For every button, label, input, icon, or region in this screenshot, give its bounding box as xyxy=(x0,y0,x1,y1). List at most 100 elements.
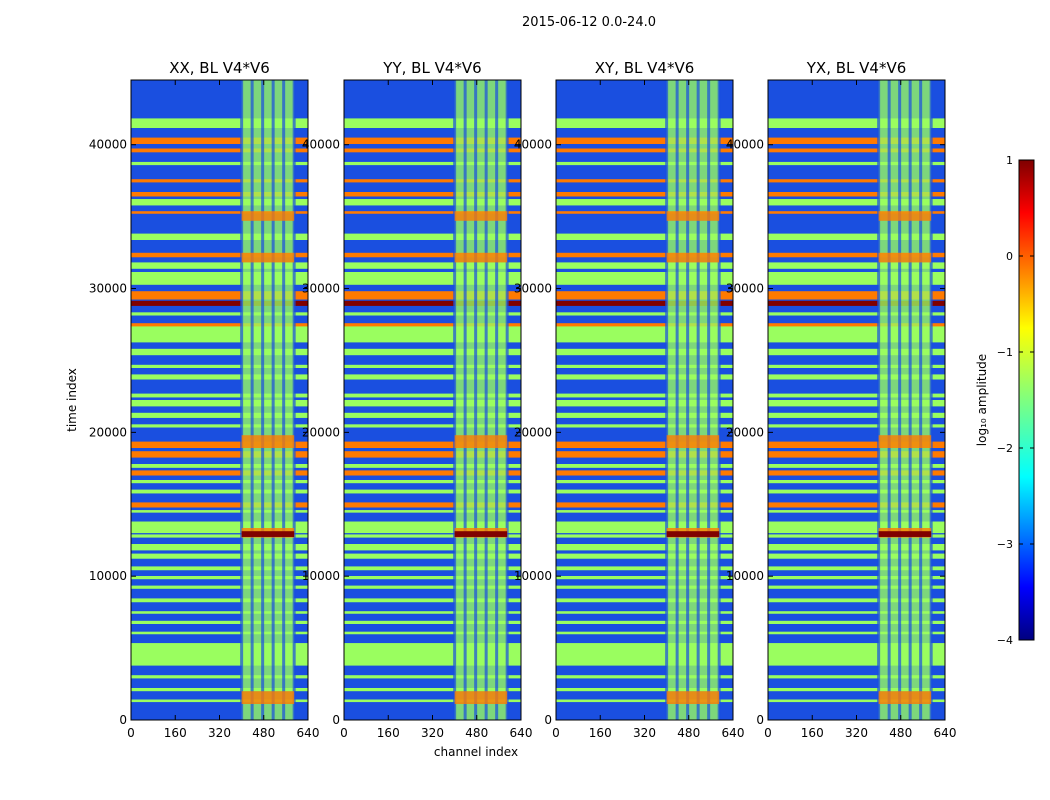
y-tick-label: 30000 xyxy=(302,282,340,296)
x-tick-label: 480 xyxy=(889,726,912,740)
heatmap-row xyxy=(344,441,521,448)
heatmap-row xyxy=(556,291,733,300)
heatmap-row xyxy=(344,489,521,494)
colorbar-tick-label: −4 xyxy=(997,634,1013,647)
heatmap-channel-gap xyxy=(463,80,467,720)
heatmap-row xyxy=(556,675,733,679)
heatmap-row xyxy=(768,441,945,448)
heatmap-row xyxy=(344,291,521,300)
heatmap-row xyxy=(131,598,308,603)
heatmap-row xyxy=(556,598,733,603)
heatmap-row xyxy=(556,364,733,368)
heatmap-row xyxy=(131,576,308,580)
heatmap-channel-band xyxy=(454,80,508,720)
heatmap-row xyxy=(131,441,308,448)
heatmap-flagged-block xyxy=(344,521,521,534)
heatmap-row xyxy=(768,161,945,166)
heatmap-row xyxy=(768,118,945,128)
heatmap-channel-gap xyxy=(453,80,457,720)
heatmap-channel-gap xyxy=(898,80,902,720)
heatmap-row xyxy=(131,502,308,508)
heatmap-row xyxy=(556,393,733,398)
heatmap-row xyxy=(344,192,521,197)
colorbar-tick-label: 0 xyxy=(1006,250,1013,263)
x-tick-label: 320 xyxy=(633,726,656,740)
x-tick-label: 320 xyxy=(845,726,868,740)
heatmap-channel-gap xyxy=(877,80,881,720)
heatmap-max-cell xyxy=(241,531,295,537)
heatmap-row xyxy=(556,148,733,153)
heatmap-row xyxy=(344,611,521,614)
heatmap-channel-gap xyxy=(908,80,912,720)
heatmap-panel: YX, BL V4*V6 0 160 320 480 640 0 10000 20000 3000… xyxy=(726,59,957,740)
heatmap-flagged-block xyxy=(131,233,308,240)
heatmap-row xyxy=(556,464,733,468)
heatmap-row xyxy=(344,534,521,538)
heatmap-row xyxy=(768,300,945,306)
colorbar-label: log₁₀ amplitude xyxy=(975,354,989,446)
heatmap-channel-gap xyxy=(707,80,711,720)
x-tick-label: 480 xyxy=(465,726,488,740)
heatmap-row xyxy=(556,470,733,476)
heatmap-flagged-block xyxy=(556,201,733,206)
heatmap-row xyxy=(344,400,521,407)
heatmap-channel-gap xyxy=(929,80,933,720)
heatmap-channel-gap xyxy=(484,80,488,720)
y-tick-label: 20000 xyxy=(726,425,764,439)
heatmap-panel: XX, BL V4*V6 0 160 320 480 640 0 10000 20000 3000… xyxy=(89,59,320,740)
heatmap-row xyxy=(768,480,945,484)
y-tick-label: 30000 xyxy=(726,282,764,296)
heatmap-hot-cell xyxy=(454,211,508,221)
heatmap-row xyxy=(556,300,733,306)
heatmap-row xyxy=(344,620,521,624)
heatmap-channel-gap xyxy=(717,80,721,720)
colorbar-tick-label: −2 xyxy=(997,442,1013,455)
heatmap-row xyxy=(344,480,521,484)
heatmap-row xyxy=(131,300,308,306)
heatmap-row xyxy=(768,620,945,624)
x-tick-label: 640 xyxy=(510,726,533,740)
heatmap-row xyxy=(131,544,308,551)
heatmap-row xyxy=(131,631,308,635)
heatmap-row xyxy=(344,553,521,559)
heatmap-row xyxy=(344,451,521,458)
y-axis-label: time index xyxy=(65,368,79,432)
x-tick-label: 480 xyxy=(252,726,275,740)
heatmap-row xyxy=(131,510,308,513)
heatmap-row xyxy=(131,348,308,356)
x-tick-label: 640 xyxy=(722,726,745,740)
heatmap-row xyxy=(768,348,945,356)
heatmap-row xyxy=(556,699,733,703)
heatmap-row xyxy=(131,252,308,258)
heatmap-row xyxy=(344,544,521,551)
heatmap-row xyxy=(131,611,308,614)
heatmap-channel-gap xyxy=(474,80,478,720)
x-tick-label: 160 xyxy=(377,726,400,740)
heatmap-row xyxy=(556,631,733,635)
y-tick-label: 10000 xyxy=(514,569,552,583)
heatmap-row xyxy=(344,464,521,468)
x-axis-label: channel index xyxy=(434,745,518,759)
heatmap-panel: XY, BL V4*V6 0 160 320 480 640 0 10000 20000 3000… xyxy=(514,59,745,740)
heatmap-row xyxy=(768,262,945,269)
heatmap-flagged-block xyxy=(131,201,308,206)
y-tick-label: 10000 xyxy=(726,569,764,583)
panels: XX, BL V4*V6 0 160 320 480 640 0 10000 20000 3000… xyxy=(89,59,957,740)
heatmap-row xyxy=(768,364,945,368)
heatmap-row xyxy=(768,502,945,508)
heatmap-row xyxy=(556,118,733,128)
heatmap-row xyxy=(344,323,521,328)
heatmap-row xyxy=(131,585,308,589)
panel-title: YY, BL V4*V6 xyxy=(382,59,481,77)
heatmap-row xyxy=(344,585,521,589)
heatmap-row xyxy=(556,502,733,508)
heatmap-row xyxy=(768,192,945,197)
y-tick-label: 30000 xyxy=(89,282,127,296)
heatmap-row xyxy=(344,576,521,580)
heatmap-row xyxy=(556,192,733,197)
heatmap-channel-gap xyxy=(505,80,509,720)
heatmap-row xyxy=(131,620,308,624)
heatmap-row xyxy=(768,534,945,538)
heatmap-row xyxy=(768,576,945,580)
